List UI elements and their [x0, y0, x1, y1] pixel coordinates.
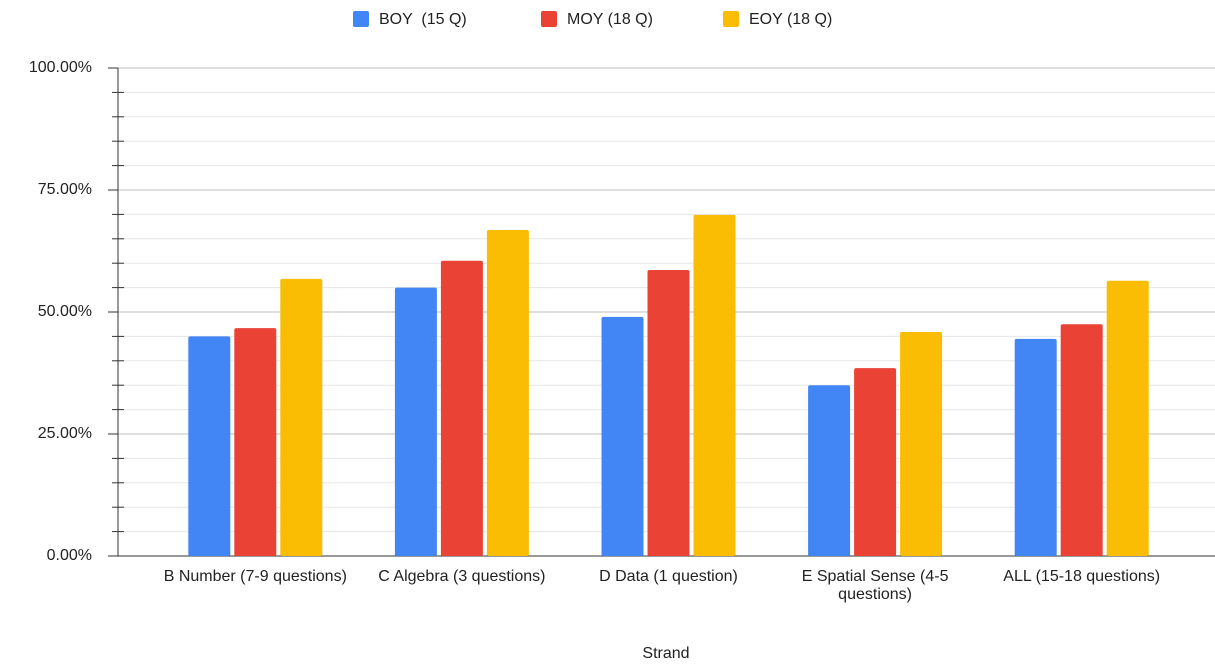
- bar: [1014, 338, 1057, 556]
- x-tick-label: ALL (15-18 questions): [1003, 568, 1161, 585]
- bar: [394, 287, 437, 556]
- x-tick-label: C Algebra (3 questions): [378, 568, 546, 585]
- legend-swatch: [353, 11, 369, 27]
- legend-swatch: [541, 11, 557, 27]
- legend-label: BOY (15 Q): [379, 11, 467, 28]
- bar: [601, 316, 644, 556]
- bar: [854, 368, 897, 556]
- bar: [486, 230, 529, 557]
- legend-label: EOY (18 Q): [749, 11, 832, 28]
- legend-swatch: [723, 11, 739, 27]
- bar: [234, 328, 277, 556]
- bar: [900, 332, 943, 556]
- bar: [647, 270, 690, 556]
- bar: [693, 214, 736, 556]
- x-tick-label: D Data (1 question): [599, 568, 738, 585]
- y-tick-label: 100.00%: [29, 59, 92, 76]
- bar: [280, 278, 323, 556]
- x-axis-title: Strand: [642, 645, 689, 662]
- x-tick-label: E Spatial Sense (4-5 questions): [801, 568, 949, 603]
- legend-label: MOY (18 Q): [567, 11, 653, 28]
- bar: [1106, 280, 1149, 556]
- y-tick-label: 75.00%: [38, 181, 92, 198]
- bar: [440, 260, 483, 556]
- y-tick-label: 0.00%: [47, 547, 92, 564]
- y-tick-label: 25.00%: [38, 425, 92, 442]
- bar: [808, 385, 851, 556]
- y-tick-label: 50.00%: [38, 303, 92, 320]
- bar: [1060, 324, 1103, 556]
- x-tick-label: B Number (7-9 questions): [163, 568, 347, 585]
- bar: [188, 336, 231, 556]
